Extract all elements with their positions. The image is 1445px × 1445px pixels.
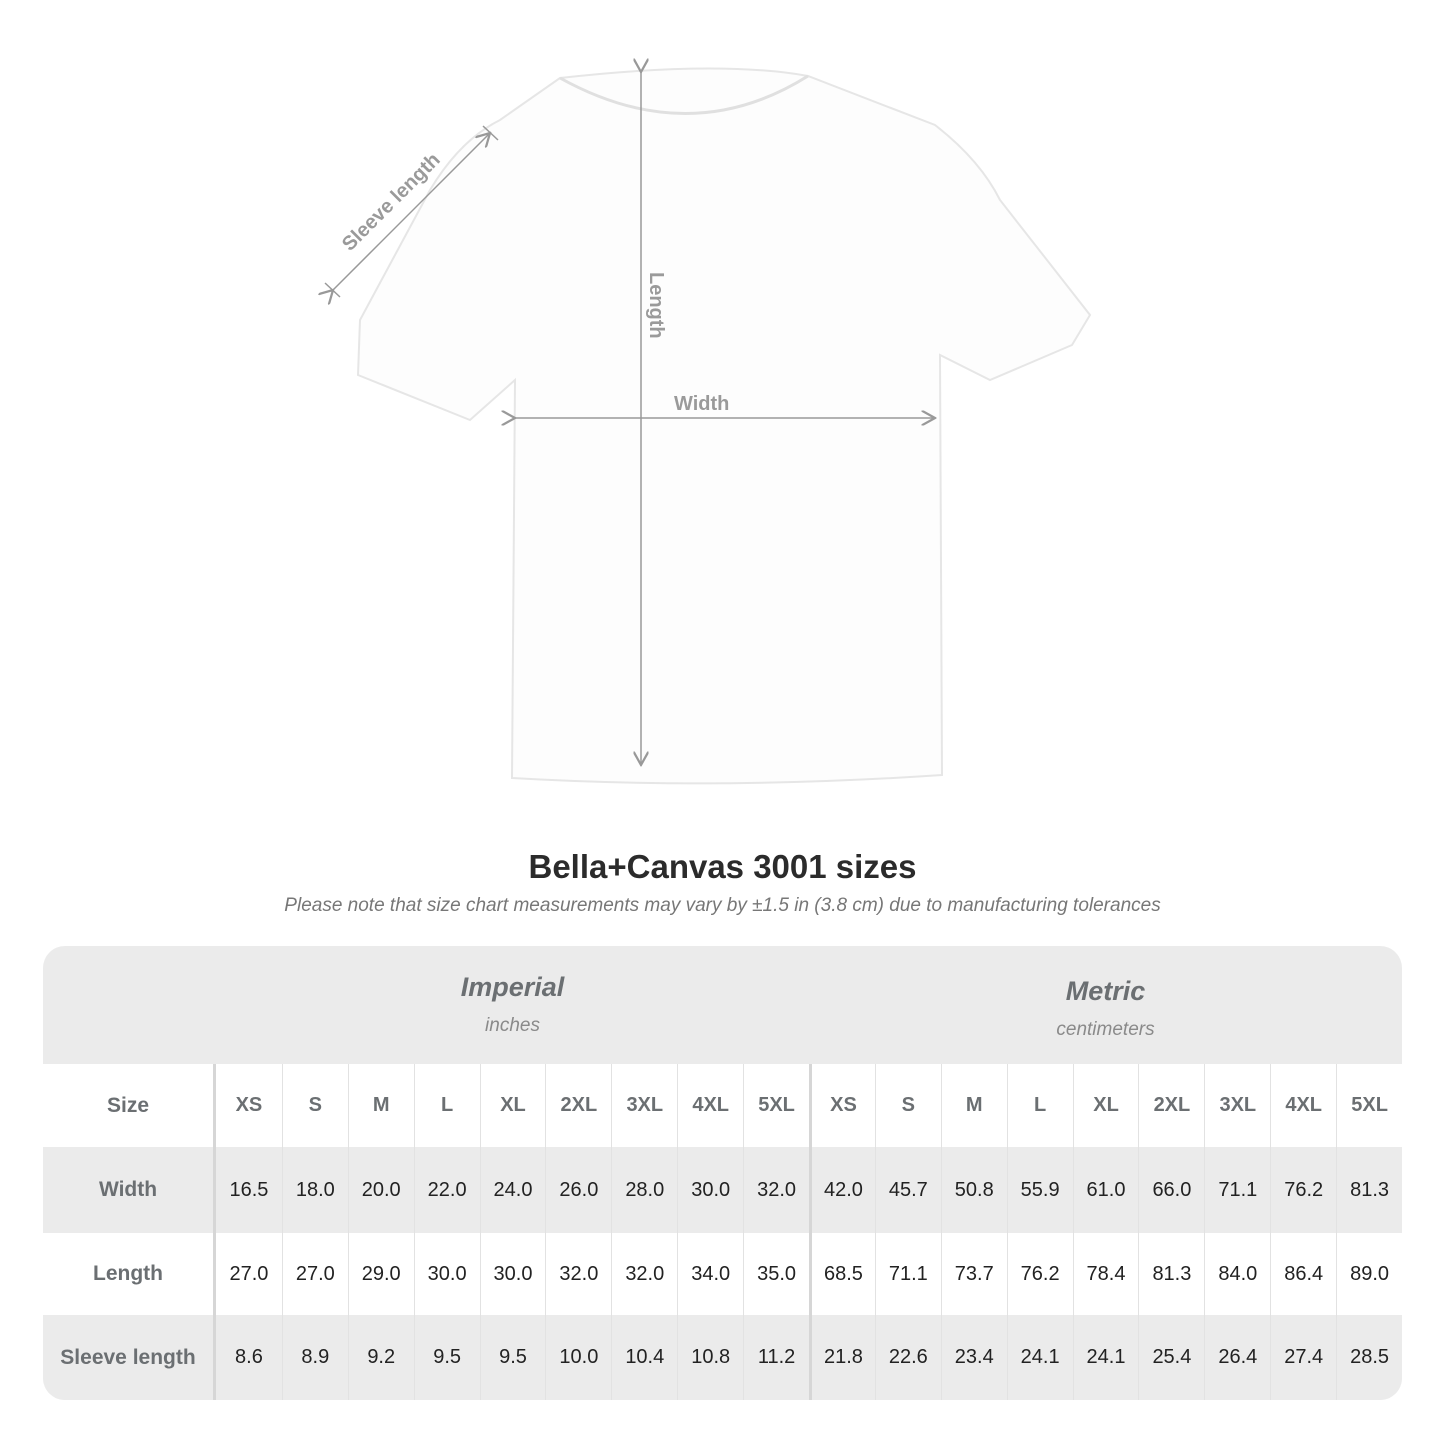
metric-label: Metric	[1065, 976, 1146, 1006]
size-header-row: Size XS S M L XL 2XL 3XL 4XL 5XL XS S M L XL 2XL 3XL 4XL 5…	[43, 1064, 1402, 1147]
value-cell: 78.4	[1072, 1233, 1139, 1315]
value-cell: 16.5	[229, 1178, 269, 1201]
table-row: Width 16.5 18.0 20.0 22.0 24.0 26.0 28.0 30.0 32.…	[43, 1147, 1402, 1233]
value-cell: 22.0	[413, 1147, 480, 1233]
value-cell: 35.0	[743, 1233, 809, 1315]
value-cell: 24.0	[479, 1147, 546, 1233]
value-cell: 71.1	[874, 1233, 941, 1315]
value-cell: 81.3	[1336, 1147, 1402, 1233]
tolerance-note: Please note that size chart measurements…	[284, 895, 1161, 916]
value-cell: 71.1	[1204, 1147, 1270, 1233]
size-imperial: S	[281, 1064, 348, 1147]
row-label: Sleeve length	[43, 1315, 216, 1400]
value-cell: 18.0	[281, 1147, 348, 1233]
width-label: Width	[674, 393, 729, 415]
imperial-unit: inches	[485, 1015, 540, 1036]
size-metric: 2XL	[1138, 1064, 1204, 1147]
row-label: Size	[43, 1064, 216, 1147]
value-cell: 86.4	[1270, 1233, 1336, 1315]
row-label: Width	[43, 1147, 216, 1233]
value-cell: 55.9	[1006, 1147, 1073, 1233]
value-cell: 8.9	[281, 1315, 348, 1400]
value-cell: 68.5	[809, 1233, 875, 1315]
value-cell: 30.0	[413, 1233, 480, 1315]
value-cell: 84.0	[1204, 1233, 1270, 1315]
size-metric: XL	[1072, 1064, 1139, 1147]
size-imperial: 2XL	[545, 1064, 611, 1147]
value-cell: 32.0	[545, 1233, 611, 1315]
value-cell: 10.0	[545, 1315, 611, 1400]
value-cell: 20.0	[347, 1147, 414, 1233]
value-cell: 89.0	[1336, 1233, 1402, 1315]
sleeve-arrow	[333, 133, 490, 290]
value-cell: 26.4	[1204, 1315, 1270, 1400]
value-cell: 23.4	[940, 1315, 1007, 1400]
value-cell: 10.8	[677, 1315, 743, 1400]
value-cell: 24.1	[1006, 1315, 1073, 1400]
size-metric: XS	[809, 1064, 875, 1147]
value-cell: 22.6	[874, 1315, 941, 1400]
size-metric: M	[940, 1064, 1007, 1147]
imperial-label: Imperial	[460, 972, 565, 1002]
value-cell: 76.2	[1270, 1147, 1336, 1233]
value-cell: 30.0	[677, 1147, 743, 1233]
value-cell: 27.4	[1270, 1315, 1336, 1400]
length-label: Length	[645, 272, 667, 339]
table-row: Sleeve length 8.6 8.9 9.2 9.5 9.5 10.0 10.4 10.8…	[43, 1315, 1402, 1400]
size-imperial: XS	[235, 1094, 263, 1116]
size-imperial: M	[347, 1064, 414, 1147]
value-cell: 25.4	[1138, 1315, 1204, 1400]
value-cell: 76.2	[1006, 1233, 1073, 1315]
value-cell: 61.0	[1072, 1147, 1139, 1233]
value-cell: 28.0	[611, 1147, 677, 1233]
size-metric: 5XL	[1336, 1064, 1402, 1147]
value-cell: 42.0	[809, 1147, 875, 1233]
value-cell: 26.0	[545, 1147, 611, 1233]
value-cell: 9.5	[413, 1315, 480, 1400]
value-cell: 10.4	[611, 1315, 677, 1400]
size-imperial: 5XL	[743, 1064, 809, 1147]
size-metric: 4XL	[1270, 1064, 1336, 1147]
page-title: Bella+Canvas 3001 sizes	[528, 848, 917, 885]
value-cell: 30.0	[479, 1233, 546, 1315]
value-cell: 11.2	[743, 1315, 809, 1400]
value-cell: 81.3	[1138, 1233, 1204, 1315]
size-metric: S	[874, 1064, 941, 1147]
value-cell: 50.8	[940, 1147, 1007, 1233]
imperial-header: Imperial inches	[216, 946, 809, 1090]
value-cell: 24.1	[1072, 1315, 1139, 1400]
size-metric: L	[1006, 1064, 1073, 1147]
metric-unit: centimeters	[1056, 1019, 1155, 1040]
value-cell: 32.0	[743, 1147, 809, 1233]
size-imperial: XL	[479, 1064, 546, 1147]
table-row: Length 27.0 27.0 29.0 30.0 30.0 32.0 32.0 34.0 35…	[43, 1233, 1402, 1315]
size-metric: 3XL	[1204, 1064, 1270, 1147]
value-cell: 45.7	[874, 1147, 941, 1233]
size-table: Imperial inches Metric centimeters Size X…	[43, 946, 1402, 1400]
metric-header: Metric centimeters	[809, 946, 1402, 1094]
value-cell: 27.0	[229, 1262, 269, 1285]
value-cell: 27.0	[281, 1233, 348, 1315]
value-cell: 28.5	[1336, 1315, 1402, 1400]
size-imperial: 4XL	[677, 1064, 743, 1147]
size-imperial: L	[413, 1064, 480, 1147]
size-imperial: 3XL	[611, 1064, 677, 1147]
value-cell: 32.0	[611, 1233, 677, 1315]
tshirt-diagram: Sleeve length Length Width	[0, 0, 1092, 785]
row-label: Length	[43, 1233, 216, 1315]
value-cell: 29.0	[347, 1233, 414, 1315]
value-cell: 9.5	[479, 1315, 546, 1400]
value-cell: 8.6	[235, 1346, 263, 1368]
value-cell: 66.0	[1138, 1147, 1204, 1233]
value-cell: 9.2	[347, 1315, 414, 1400]
value-cell: 21.8	[809, 1315, 875, 1400]
value-cell: 34.0	[677, 1233, 743, 1315]
value-cell: 73.7	[940, 1233, 1007, 1315]
tshirt-shape	[356, 67, 1092, 785]
